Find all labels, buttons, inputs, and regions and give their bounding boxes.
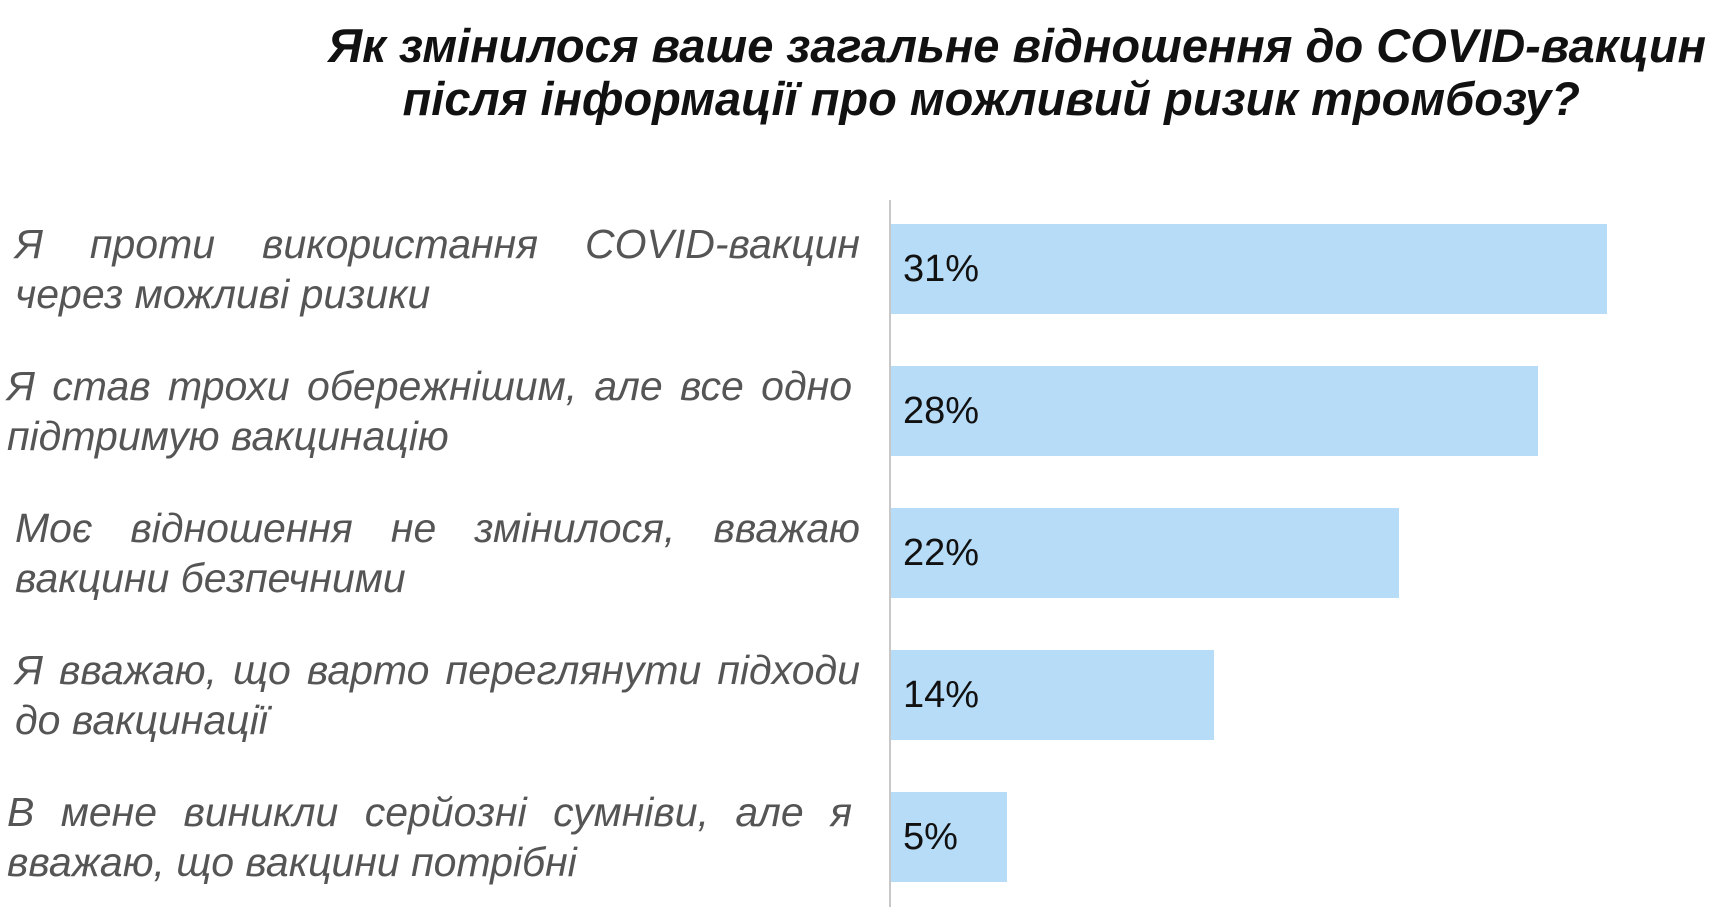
category-label: Я вважаю, що варто переглянути підходи д… bbox=[15, 647, 860, 743]
bar bbox=[891, 224, 1607, 314]
data-label: 5% bbox=[903, 816, 958, 858]
bar bbox=[891, 792, 1007, 882]
data-label: 28% bbox=[903, 390, 980, 432]
chart-title-line-2: після інформації про можливий ризик тром… bbox=[402, 71, 1580, 125]
chart-title: Як змінилося ваше загальне відношення до… bbox=[0, 19, 1736, 125]
category-axis-line bbox=[889, 200, 891, 907]
category-label: Я проти використання COVID-вакцин через … bbox=[15, 221, 860, 317]
bar bbox=[891, 508, 1399, 598]
data-label: 14% bbox=[903, 674, 980, 716]
bar bbox=[891, 366, 1538, 456]
category-label: Моє відношення не змінилося, вважаю вакц… bbox=[15, 505, 860, 601]
category-label: В мене виникли серйозні сумніви, але я в… bbox=[7, 789, 852, 885]
bar bbox=[891, 650, 1214, 740]
category-label: Я став трохи обережнішим, але все одно п… bbox=[7, 363, 852, 459]
data-label: 22% bbox=[903, 532, 980, 574]
chart-title-line-1: Як змінилося ваше загальне відношення до… bbox=[327, 19, 1706, 72]
data-label: 31% bbox=[903, 248, 980, 290]
